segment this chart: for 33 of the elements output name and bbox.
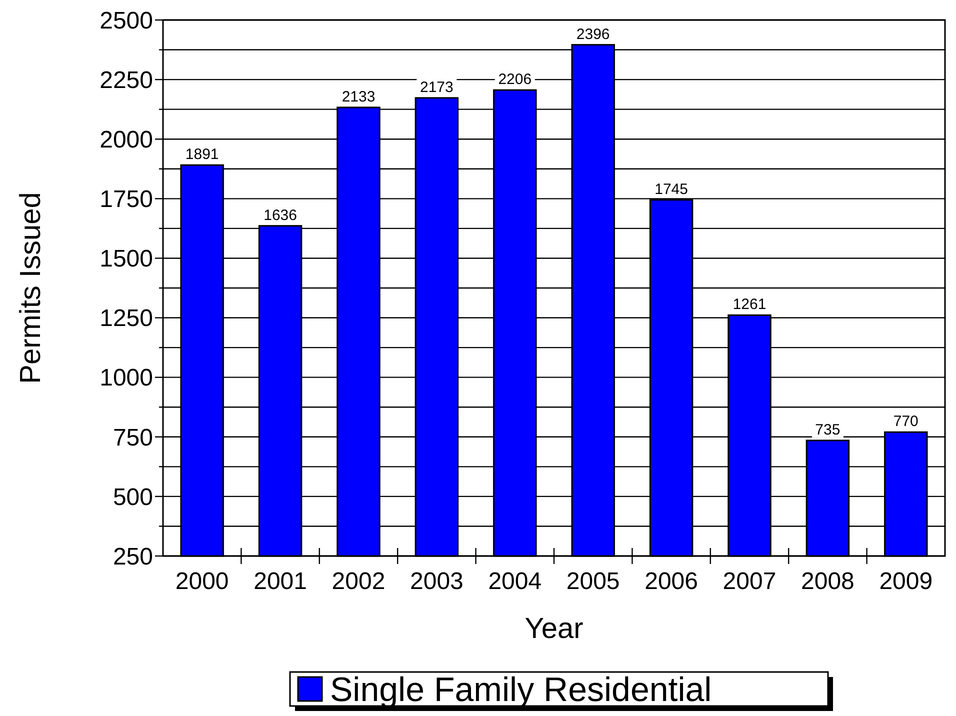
data-label: 770: [893, 413, 918, 430]
y-tick-label: 1250: [100, 305, 153, 332]
data-label: 1891: [185, 146, 219, 164]
data-label: 2173: [420, 78, 454, 96]
y-tick-label: 2500: [100, 7, 153, 34]
data-label: 2206: [498, 71, 532, 88]
x-tick-label: 2001: [254, 568, 307, 595]
x-tick-label: 2000: [175, 568, 229, 595]
data-label: 1745: [654, 180, 688, 198]
x-tick-label: 2009: [879, 568, 933, 595]
x-tick-label: 2002: [332, 568, 386, 595]
y-axis-title: Permits Issued: [15, 192, 47, 384]
y-tick-label: 2250: [100, 66, 153, 94]
legend-label: Single Family Residential: [330, 671, 712, 710]
data-label: 1636: [264, 206, 297, 224]
x-tick-label: 2006: [644, 568, 698, 595]
x-tick-label: 2003: [410, 568, 464, 595]
data-label: 735: [815, 421, 840, 438]
y-tick-label: 500: [112, 484, 153, 511]
data-label: 2133: [342, 88, 376, 106]
y-tick-label: 750: [112, 424, 153, 452]
data-label: 1261: [732, 296, 766, 314]
y-tick-label: 250: [112, 543, 153, 570]
data-label: 2396: [576, 26, 610, 43]
y-tick-label: 1000: [100, 364, 153, 392]
x-tick-label: 2005: [566, 568, 620, 595]
x-tick-label: 2004: [488, 568, 542, 595]
y-tick-label: 1750: [100, 186, 153, 214]
x-axis-title: Year: [524, 613, 584, 645]
y-tick-label: 1500: [100, 246, 153, 273]
y-tick-label: 2000: [100, 126, 153, 154]
x-tick-label: 2007: [722, 568, 776, 595]
x-tick-label: 2008: [801, 568, 854, 595]
